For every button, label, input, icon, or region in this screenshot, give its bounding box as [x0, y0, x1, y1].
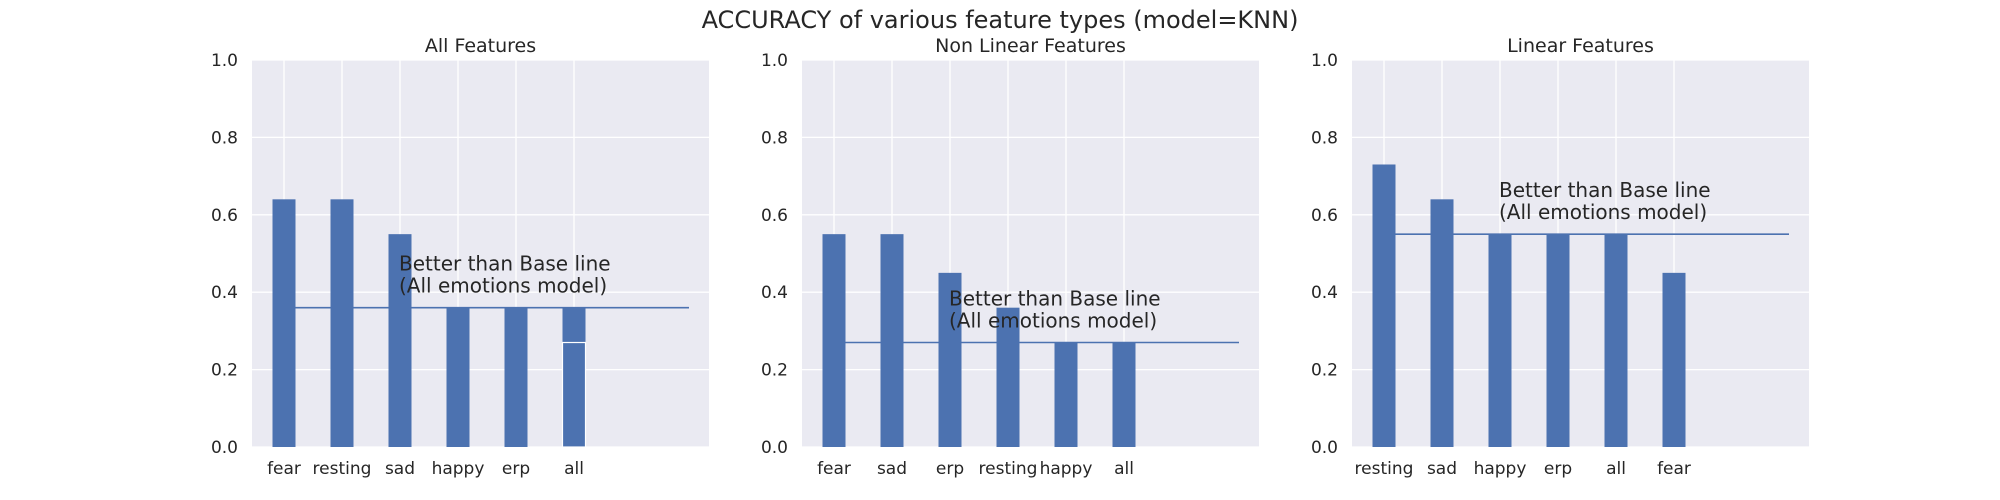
x-tick-label: fear	[267, 459, 301, 479]
y-tick-label: 0.2	[1311, 361, 1338, 381]
bar-all	[1112, 342, 1136, 447]
x-tick-label: erp	[1544, 459, 1572, 479]
bar-fear	[272, 199, 296, 447]
chart-title: All Features	[425, 35, 536, 57]
bar-happy	[1488, 234, 1512, 447]
chart-panel-1: 0.0 0.2 0.4 0.6 0.8 1.0 fear resting sad happy erp…	[211, 35, 709, 479]
y-tick-label: 0.4	[761, 283, 788, 303]
annotation-line: (All emotions model)	[949, 309, 1157, 333]
bar-sad	[1430, 199, 1454, 447]
overlay-bar-all	[561, 341, 587, 448]
chart-panel-3: 0.0 0.2 0.4 0.6 0.8 1.0 resting sad happy erp all f…	[1311, 35, 1809, 479]
bar-erp	[1546, 234, 1570, 447]
x-tick-label: resting	[1355, 459, 1414, 479]
x-tick-label: fear	[817, 459, 851, 479]
x-tick-label: fear	[1657, 459, 1691, 479]
x-tick-label: all	[1114, 459, 1134, 479]
annotation-line: Better than Base line	[1499, 178, 1711, 202]
chart-title: Non Linear Features	[935, 35, 1126, 57]
x-tick-label: sad	[877, 459, 907, 479]
bar-sad	[880, 234, 904, 447]
bar-fear	[1662, 272, 1686, 447]
x-tick-label: happy	[1474, 459, 1527, 479]
y-tick-label: 1.0	[211, 51, 238, 71]
bar-sad	[388, 234, 412, 447]
annotation-line: Better than Base line	[399, 252, 611, 276]
annotation-line: Better than Base line	[949, 287, 1161, 311]
x-tick-label: all	[564, 459, 584, 479]
x-tick-label: sad	[1427, 459, 1457, 479]
y-tick-label: 0.8	[211, 128, 238, 148]
bar-erp	[504, 307, 528, 447]
y-tick-label: 1.0	[761, 51, 788, 71]
y-tick-label: 0.4	[211, 283, 238, 303]
plot-area	[1352, 60, 1809, 447]
y-tick-label: 0.6	[211, 206, 238, 226]
y-tick-label: 0.8	[1311, 128, 1338, 148]
y-tick-label: 0.0	[1311, 438, 1338, 458]
bar-resting	[1372, 164, 1396, 448]
annotation-line: (All emotions model)	[399, 274, 607, 298]
x-tick-label: resting	[313, 459, 372, 479]
x-tick-label: all	[1606, 459, 1626, 479]
bar-all	[1604, 234, 1628, 447]
figure-title: ACCURACY of various feature types (model…	[702, 6, 1299, 34]
plot-area	[802, 60, 1259, 447]
y-tick-label: 1.0	[1311, 51, 1338, 71]
annotation-line: (All emotions model)	[1499, 200, 1707, 224]
y-tick-label: 0.2	[761, 361, 788, 381]
plot-area	[252, 60, 709, 447]
x-tick-label: happy	[1040, 459, 1093, 479]
x-tick-label: resting	[979, 459, 1038, 479]
y-tick-label: 0.6	[1311, 206, 1338, 226]
chart-panel-2: 0.0 0.2 0.4 0.6 0.8 1.0 fear sad erp resting happy…	[761, 35, 1259, 479]
chart-title: Linear Features	[1507, 35, 1654, 57]
bar-happy	[446, 307, 470, 447]
bar-resting	[330, 199, 354, 447]
x-tick-label: sad	[385, 459, 415, 479]
y-tick-label: 0.8	[761, 128, 788, 148]
y-tick-label: 0.0	[211, 438, 238, 458]
x-tick-label: happy	[432, 459, 485, 479]
bar-happy	[1054, 342, 1078, 447]
x-tick-label: erp	[502, 459, 530, 479]
bar-fear	[822, 234, 846, 447]
bar-erp	[938, 272, 962, 447]
x-tick-label: erp	[936, 459, 964, 479]
y-tick-label: 0.2	[211, 361, 238, 381]
y-tick-label: 0.6	[761, 206, 788, 226]
y-tick-label: 0.0	[761, 438, 788, 458]
y-tick-label: 0.4	[1311, 283, 1338, 303]
